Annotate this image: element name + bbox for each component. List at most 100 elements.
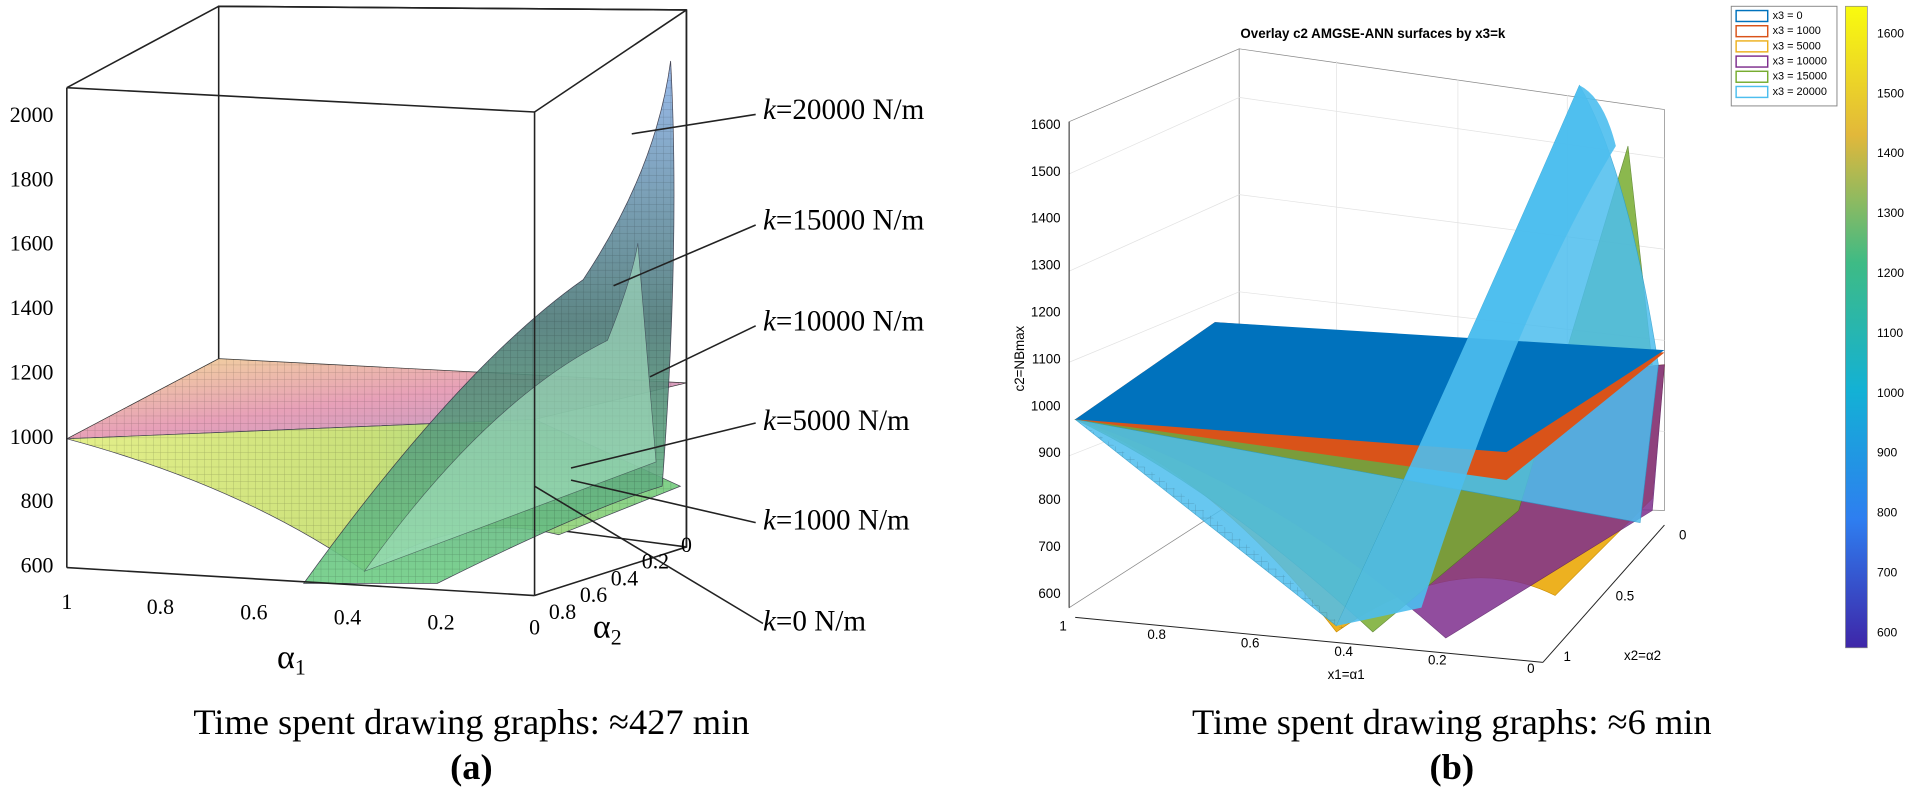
panel-label: (b) xyxy=(1430,747,1475,787)
alpha1-label: α1 xyxy=(277,639,306,680)
z-tick-label: 1800 xyxy=(10,167,54,191)
alpha1-tick-label: 0 xyxy=(529,616,540,640)
annotation-text: =15000 N/m xyxy=(776,204,925,236)
panel-b-plot xyxy=(1068,48,1665,663)
annotation: k=15000 N/m xyxy=(763,204,925,236)
x1-tick-label: 0.4 xyxy=(1334,644,1353,659)
legend: x3 = 0 x3 = 1000 x3 = 5000 x3 = 10000 x3 = 1… xyxy=(1735,9,1827,99)
annotation-text: =0 N/m xyxy=(776,605,866,637)
z-tick-label: 1000 xyxy=(10,425,54,449)
colorbar-tick-label: 1500 xyxy=(1877,86,1904,100)
z-tick-label: 1400 xyxy=(1031,211,1061,226)
annotation-variable: k xyxy=(763,94,777,126)
chart-title: Overlay c2 AMGSE-ANN surfaces by x3=k xyxy=(1240,26,1506,41)
colorbar xyxy=(1845,5,1868,649)
alpha1-tick-label: 1 xyxy=(61,590,72,614)
colorbar-tick-label: 600 xyxy=(1877,625,1897,639)
z-tick-label: 600 xyxy=(1038,586,1060,601)
colorbar-tick-label: 1600 xyxy=(1877,26,1904,40)
legend-label: x3 = 1000 xyxy=(1773,25,1821,37)
legend-swatch xyxy=(1735,70,1769,83)
colorbar-tick-label: 800 xyxy=(1877,506,1897,520)
x1-tick-label: 0.6 xyxy=(1241,636,1260,651)
annotation-variable: k xyxy=(763,605,777,637)
colorbar-tick-label: 1100 xyxy=(1877,326,1903,340)
legend-swatch xyxy=(1735,55,1769,68)
colorbar-tick-label: 700 xyxy=(1877,566,1897,580)
z-tick-label: 1600 xyxy=(1031,117,1061,132)
alpha2-tick-label: 0 xyxy=(681,533,692,557)
axis-subscript: 1 xyxy=(295,656,306,680)
annotation: k=5000 N/m xyxy=(763,405,910,437)
legend-label: x3 = 5000 xyxy=(1773,40,1821,52)
colorbar-tick-label: 1300 xyxy=(1877,206,1904,220)
annotation-text: =10000 N/m xyxy=(776,305,925,337)
annotation-variable: k xyxy=(763,204,777,236)
alpha2-tick-label: 0.4 xyxy=(611,566,638,590)
alpha2-tick-label: 0.8 xyxy=(549,600,576,624)
colorbar-tick-label: 1000 xyxy=(1877,386,1904,400)
z-tick-label: 800 xyxy=(1038,492,1060,507)
alpha1-tick-label: 0.8 xyxy=(147,595,174,619)
z-tick-label: 2000 xyxy=(10,103,54,127)
z-tick-label: 600 xyxy=(21,554,54,578)
annotation-text: =20000 N/m xyxy=(776,94,925,126)
x1-tick-label: 1 xyxy=(1059,619,1066,634)
legend-swatch xyxy=(1735,40,1769,53)
panel-a-plot xyxy=(66,5,764,625)
x2-axis-label: x2=α2 xyxy=(1624,648,1661,663)
legend-label: x3 = 10000 xyxy=(1773,55,1827,67)
axis-symbol: α xyxy=(593,608,611,645)
colorbar-tick-label: 1400 xyxy=(1877,146,1904,160)
axis-subscript: 2 xyxy=(611,625,622,649)
z-axis-label: c2=NBmax xyxy=(1012,325,1027,391)
annotation-variable: k xyxy=(763,405,777,437)
alpha2-label: α2 xyxy=(593,608,622,649)
x1-tick-label: 0 xyxy=(1527,661,1534,676)
legend-swatch xyxy=(1735,9,1769,23)
alpha1-tick-label: 0.4 xyxy=(334,605,361,629)
colorbar-tick-label: 900 xyxy=(1877,446,1897,460)
alpha1-tick-label: 0.2 xyxy=(427,610,454,634)
alpha1-tick-label: 0.6 xyxy=(240,600,267,624)
z-tick-label: 700 xyxy=(1038,539,1060,554)
z-tick-label: 900 xyxy=(1038,445,1060,460)
z-tick-label: 1100 xyxy=(1032,351,1061,366)
z-tick-label: 1600 xyxy=(10,232,54,256)
axis-symbol: α xyxy=(277,639,295,676)
panel-b-ticks: 1600150014001300120011001000900800700600… xyxy=(1031,26,1904,676)
annotation-text: =1000 N/m xyxy=(776,504,910,536)
z-tick-label: 1200 xyxy=(10,360,54,384)
annotation: k=0 N/m xyxy=(763,605,866,637)
z-tick-label: 1400 xyxy=(10,296,54,320)
caption: Time spent drawing graphs: ≈6 min xyxy=(1192,702,1712,742)
annotation: k=10000 N/m xyxy=(763,305,925,337)
annotation-variable: k xyxy=(763,305,777,337)
x1-axis-label: x1=α1 xyxy=(1328,667,1365,682)
annotation: k=20000 N/m xyxy=(763,94,925,126)
colorbar-tick-label: 1200 xyxy=(1877,266,1904,280)
alpha2-tick-label: 0.6 xyxy=(580,583,607,607)
annotation-text: =5000 N/m xyxy=(776,405,910,437)
caption: Time spent drawing graphs: ≈427 min xyxy=(193,702,749,742)
alpha2-tick-label: 0.2 xyxy=(642,550,669,574)
z-tick-label: 1500 xyxy=(1031,164,1061,179)
x2-tick-label: 1 xyxy=(1564,649,1571,664)
legend-label: x3 = 15000 xyxy=(1773,71,1827,83)
z-tick-label: 800 xyxy=(21,489,54,513)
panel-label: (a) xyxy=(450,747,493,787)
x2-tick-label: 0 xyxy=(1679,528,1686,543)
x2-tick-label: 0.5 xyxy=(1616,588,1635,603)
z-tick-label: 1200 xyxy=(1031,304,1061,319)
annotation: k=1000 N/m xyxy=(763,504,910,536)
z-tick-label: 1000 xyxy=(1031,398,1061,413)
annotation-variable: k xyxy=(763,504,777,536)
z-tick-label: 1300 xyxy=(1031,258,1061,273)
legend-swatch xyxy=(1735,25,1769,38)
legend-label: x3 = 20000 xyxy=(1773,86,1827,98)
legend-swatch xyxy=(1735,85,1769,99)
x1-tick-label: 0.8 xyxy=(1147,627,1166,642)
